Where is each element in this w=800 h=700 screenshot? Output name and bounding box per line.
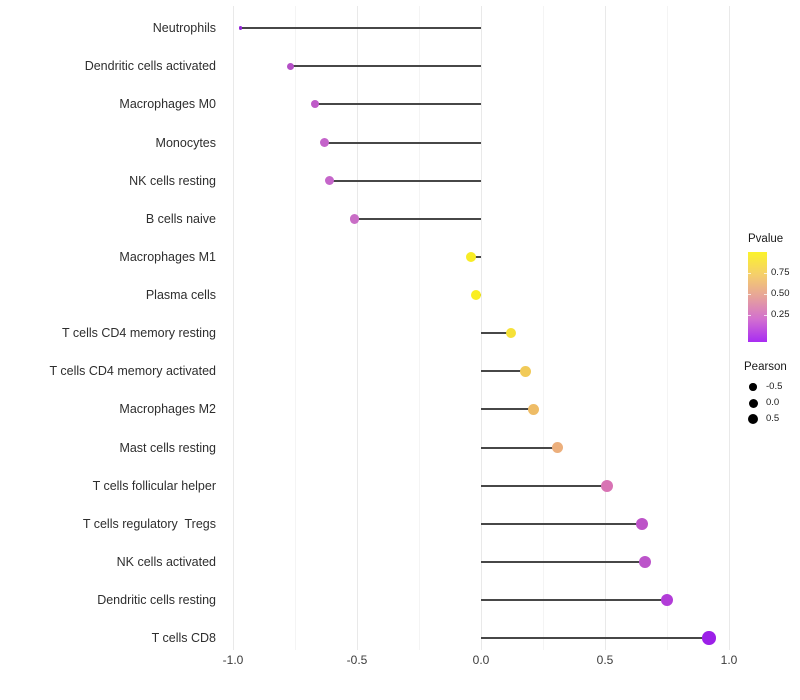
data-point-dot: [552, 442, 564, 454]
gridline-minor: [542, 6, 544, 650]
stem-line: [240, 27, 481, 30]
x-tick-label: 0.5: [596, 653, 614, 667]
stem-line: [481, 560, 645, 563]
pvalue-tick-mark: [748, 294, 751, 295]
pvalue-tick-mark: [764, 315, 767, 316]
category-label: Macrophages M0: [119, 97, 216, 112]
pvalue-tick-mark: [764, 273, 767, 274]
x-tick-label: 0.0: [472, 653, 490, 667]
gridline-minor: [418, 6, 420, 650]
stem-line: [481, 599, 667, 601]
pvalue-gradient-bar: [748, 252, 767, 342]
pvalue-tick-label: 0.50: [771, 288, 790, 299]
data-point-dot: [310, 100, 319, 109]
stem-line: [354, 217, 481, 220]
pvalue-tick-label: 0.25: [771, 309, 790, 320]
stem-line: [329, 179, 481, 182]
x-tick-label: -1.0: [222, 653, 244, 667]
category-label: T cells regulatory Tregs: [82, 516, 216, 531]
data-point-dot: [520, 365, 532, 377]
category-label: T cells CD8: [151, 631, 216, 646]
pvalue-tick-mark: [748, 273, 751, 274]
data-point-dot: [238, 26, 243, 30]
x-tick-label: 1.0: [720, 653, 738, 667]
data-point-dot: [349, 214, 360, 224]
category-label: Macrophages M2: [119, 402, 216, 417]
stem-line: [481, 408, 534, 411]
pvalue-legend-title: Pvalue: [748, 233, 784, 245]
gridline-major: [480, 6, 482, 650]
x-tick-label: -0.5: [346, 653, 368, 667]
data-point-dot: [505, 327, 516, 339]
stem-line: [481, 484, 608, 487]
data-point-dot: [320, 138, 330, 148]
data-point-dot: [638, 555, 651, 568]
stem-line: [481, 637, 710, 640]
stem-line: [324, 141, 481, 144]
gridline-minor: [294, 6, 296, 650]
category-label: NK cells activated: [116, 554, 216, 569]
pearson-size-label: -0.5: [766, 381, 783, 392]
stem-line: [471, 255, 481, 258]
pvalue-tick-label: 0.75: [771, 267, 790, 278]
data-point-dot: [636, 517, 649, 530]
gridline-major: [728, 6, 730, 650]
pearson-size-circle: [747, 413, 759, 425]
gridline-major: [356, 6, 358, 650]
category-label: Dendritic cells resting: [97, 593, 216, 607]
pearson-size-label: 0.5: [766, 413, 780, 424]
pearson-size-label: 0.0: [766, 397, 780, 408]
stem-line: [481, 332, 511, 335]
pvalue-tick-mark: [748, 315, 751, 316]
data-point-dot: [466, 251, 477, 262]
gridline-major: [232, 6, 234, 650]
data-point-dot: [325, 176, 335, 186]
pearson-size-circle: [748, 398, 758, 408]
category-label: Monocytes: [155, 135, 216, 150]
data-point-dot: [286, 62, 294, 70]
data-point-dot: [527, 403, 539, 415]
category-label: Plasma cells: [145, 288, 216, 303]
pearson-size-circle: [749, 383, 757, 391]
category-label: Dendritic cells activated: [84, 59, 216, 74]
stem-line: [481, 370, 526, 373]
pearson-legend-title: Pearson: [744, 361, 787, 373]
category-label: T cells CD4 memory resting: [62, 326, 216, 341]
category-label: Macrophages M1: [119, 249, 216, 264]
data-point-dot: [601, 479, 614, 492]
category-label: Neutrophils: [152, 21, 216, 36]
category-label: NK cells resting: [129, 173, 216, 188]
data-point-dot: [702, 631, 716, 645]
stem-line: [290, 65, 481, 68]
category-label: B cells naive: [145, 211, 216, 226]
stem-line: [481, 522, 643, 525]
stem-line: [481, 446, 558, 449]
data-point-dot: [471, 290, 482, 301]
category-label: T cells follicular helper: [92, 478, 216, 493]
data-point-dot: [660, 593, 674, 607]
pvalue-tick-mark: [764, 294, 767, 295]
category-label: Mast cells resting: [119, 440, 216, 455]
category-label: T cells CD4 memory activated: [49, 364, 217, 379]
gridline-minor: [666, 6, 668, 650]
gridline-major: [604, 6, 606, 650]
stem-line: [314, 103, 481, 106]
